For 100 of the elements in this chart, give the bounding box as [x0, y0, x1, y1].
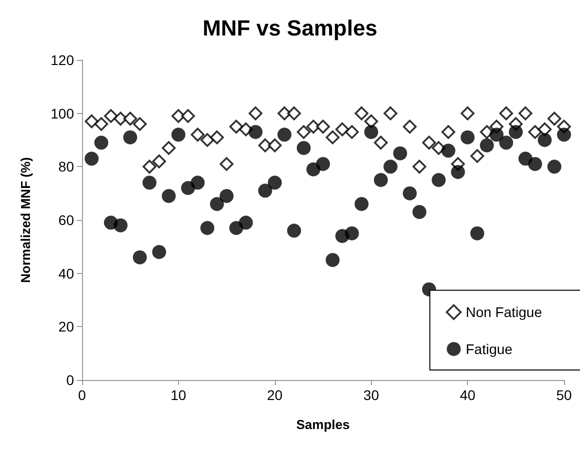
point: [220, 157, 234, 171]
y-tick-label: 100: [50, 105, 74, 122]
point: [460, 106, 474, 120]
y-tick-label: 120: [50, 52, 74, 68]
point: [490, 128, 504, 142]
point: [450, 165, 465, 179]
point: [220, 189, 234, 203]
point: [84, 114, 99, 128]
point: [258, 184, 272, 198]
point: [190, 176, 205, 190]
point: [132, 117, 147, 131]
point: [306, 120, 320, 134]
point: [229, 120, 244, 134]
point: [190, 128, 205, 142]
point: [94, 117, 108, 131]
point: [460, 130, 475, 144]
point: [114, 218, 128, 232]
point: [402, 120, 417, 134]
point: [480, 138, 494, 152]
point: [210, 197, 224, 211]
y-tick-label: 20: [58, 318, 74, 335]
chart-title: MNF vs Samples: [202, 16, 378, 40]
point: [84, 152, 99, 166]
point: [335, 122, 350, 136]
y-tick-label: 0: [66, 372, 74, 388]
point: [374, 173, 388, 187]
legend-label: Fatigue: [466, 341, 513, 357]
point: [345, 125, 359, 139]
point: [162, 189, 176, 203]
point: [538, 122, 552, 136]
point: [200, 221, 214, 235]
point: [441, 125, 456, 139]
point: [248, 106, 262, 120]
x-tick-label: 50: [556, 387, 572, 403]
point: [547, 160, 562, 174]
point: [296, 125, 311, 139]
point: [123, 112, 138, 126]
point: [499, 136, 514, 150]
point: [364, 114, 378, 128]
point: [287, 106, 301, 120]
point: [547, 112, 562, 126]
point: [518, 106, 532, 120]
point: [384, 106, 398, 120]
point: [412, 160, 426, 174]
point: [238, 216, 253, 230]
point: [181, 109, 195, 123]
point: [316, 157, 330, 171]
point: [412, 205, 426, 219]
point: [402, 186, 417, 200]
point: [278, 106, 292, 120]
point: [162, 141, 176, 155]
point: [268, 138, 282, 152]
point: [152, 245, 166, 259]
y-tick-label: 80: [58, 158, 74, 175]
point: [248, 125, 263, 139]
point: [142, 160, 156, 174]
point: [172, 109, 186, 123]
point: [142, 176, 156, 190]
x-tick-label: 40: [460, 387, 476, 403]
point: [499, 106, 514, 120]
x-axis-title: Samples: [296, 417, 350, 432]
point: [104, 109, 118, 123]
legend-label: Non Fatigue: [466, 304, 542, 320]
y-tick-label: 60: [58, 212, 74, 228]
x-tick-label: 20: [267, 387, 283, 403]
point: [441, 144, 456, 158]
point: [432, 173, 446, 187]
point: [383, 160, 398, 174]
point: [557, 128, 571, 142]
point: [94, 136, 108, 150]
point: [422, 136, 436, 150]
point: [152, 154, 166, 168]
point: [268, 176, 282, 190]
point: [258, 138, 272, 152]
point: [354, 106, 368, 120]
point: [374, 136, 388, 150]
point: [296, 141, 311, 155]
point: [508, 125, 523, 139]
point: [132, 250, 147, 264]
y-tick-label: 40: [58, 265, 74, 282]
point: [123, 130, 138, 144]
point: [344, 226, 359, 240]
x-tick-label: 30: [363, 387, 380, 403]
point: [316, 120, 330, 134]
point: [528, 157, 542, 171]
point: [326, 253, 340, 267]
point: [538, 133, 552, 147]
point: [470, 226, 484, 240]
point: [326, 130, 340, 144]
point: [277, 128, 292, 142]
point: [528, 125, 542, 139]
point: [171, 128, 186, 142]
point: [287, 224, 302, 238]
x-tick-label: 10: [170, 387, 186, 403]
point: [114, 112, 128, 126]
point: [470, 149, 484, 163]
point: [210, 130, 224, 144]
x-tick-label: 0: [78, 387, 86, 403]
point: [393, 146, 408, 160]
point: [354, 197, 369, 211]
